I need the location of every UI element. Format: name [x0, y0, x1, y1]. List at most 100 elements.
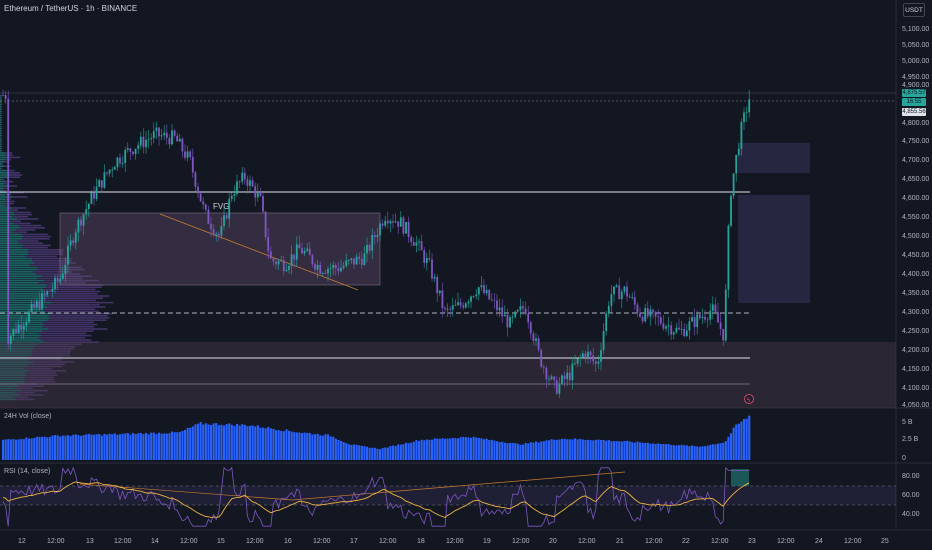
volume-profile-bar-up — [0, 97, 1, 99]
volume-bar — [389, 446, 392, 460]
candle-body — [665, 326, 667, 329]
volume-bar — [246, 426, 249, 460]
last-price-tag: 4,875.57 — [902, 89, 926, 97]
volume-bar — [308, 433, 311, 460]
volume-profile-bar-down — [29, 264, 65, 266]
candle-body — [688, 321, 691, 331]
time-axis[interactable]: 12 12:00 13 12:00 14 12:00 15 12:00 16 1… — [18, 538, 889, 545]
volume-bar — [748, 415, 751, 460]
volume-bar — [537, 442, 540, 460]
candle-body — [204, 204, 207, 210]
candle-body — [425, 257, 428, 263]
candle-body — [158, 127, 160, 137]
volume-profile-bar-up — [0, 312, 51, 315]
volume-bar — [134, 434, 137, 460]
volume-profile-bar-down — [1, 163, 4, 165]
volume-profile-bar-up — [0, 284, 47, 286]
candle-body — [657, 316, 660, 318]
volume-profile-bar-down — [9, 176, 21, 178]
candle-body — [137, 145, 140, 149]
price-axis[interactable]: 5,100.00 5,050.00 5,000.00 4,950.00 4,90… — [902, 26, 929, 409]
candle-body — [121, 163, 124, 164]
candle-body — [324, 272, 327, 274]
volume-profile-bar-down — [27, 365, 62, 368]
candle-body — [306, 248, 309, 251]
symbol-title[interactable]: Ethereum / TetherUS · 1h · BINANCE — [4, 4, 138, 13]
candle-body — [600, 350, 602, 362]
candle-body — [444, 308, 446, 310]
candle-body — [119, 157, 121, 164]
volume-profile-bar-up — [0, 363, 30, 365]
volume-bar — [106, 434, 109, 460]
candle-body — [267, 237, 270, 252]
candle-body — [51, 288, 54, 292]
candle-body — [35, 301, 38, 308]
volume-profile-bar-up — [0, 348, 34, 350]
candle-body — [511, 316, 514, 318]
volume-profile-bar-up — [0, 139, 1, 141]
volume-bar — [639, 442, 642, 460]
candle-body — [594, 361, 597, 364]
time-tick: 15 — [217, 538, 225, 545]
volume-bar — [236, 423, 239, 460]
candle-body — [113, 167, 116, 170]
candle-body — [316, 264, 319, 270]
candle-body — [485, 289, 488, 294]
volume-profile-bar-up — [0, 273, 37, 275]
volume-profile-bar-down — [0, 136, 2, 139]
volume-profile-bar-down — [28, 359, 63, 361]
volume-bar — [93, 434, 96, 460]
volume-bar — [698, 446, 701, 460]
candle-body — [72, 240, 75, 243]
volume-bar — [254, 426, 257, 460]
candle-body — [451, 305, 454, 310]
volume-profile-bar-up — [0, 387, 15, 390]
volume-bar — [142, 434, 145, 460]
volume-profile-bar-up — [0, 194, 6, 196]
flash-icon[interactable] — [744, 394, 754, 404]
volume-profile-bar-down — [0, 125, 2, 128]
volume-profile-bar-down — [50, 312, 114, 315]
volume-profile-bar-down — [21, 246, 48, 249]
volume-bar — [514, 443, 517, 460]
volume-bar — [410, 442, 413, 460]
volume-bar — [35, 436, 38, 460]
volume-bar — [288, 430, 291, 460]
volume-profile-bar-up — [0, 185, 8, 187]
rsi-tick: 60.00 — [902, 492, 920, 499]
volume-profile-bar-down — [0, 132, 2, 134]
currency-button[interactable]: USDT — [903, 3, 925, 17]
volume-bar — [95, 434, 98, 460]
candle-body — [46, 291, 49, 295]
volume-bar — [667, 444, 670, 460]
candle-body — [28, 311, 30, 322]
volume-profile-bar-down — [24, 381, 56, 383]
volume-bar — [321, 435, 324, 460]
candle-body — [698, 314, 701, 319]
candle-body — [579, 357, 582, 359]
candle-body — [132, 151, 134, 154]
volume-bar — [693, 446, 696, 460]
rsi-pane-title[interactable]: RSI (14, close) — [4, 468, 51, 475]
volume-bar — [262, 427, 265, 460]
volume-bar — [116, 434, 119, 460]
volume-profile-bar-up — [0, 238, 23, 240]
volume-bar — [342, 442, 345, 460]
candle-body — [732, 173, 735, 196]
volume-pane-title[interactable]: 24H Vol (close) — [4, 413, 52, 420]
volume-profile-bar-up — [0, 290, 45, 293]
candle-body — [358, 256, 361, 259]
volume-bar — [553, 439, 556, 460]
time-tick: 12 — [18, 538, 26, 545]
candle-body — [20, 324, 23, 330]
volume-bar — [691, 445, 694, 460]
volume-bar — [631, 442, 634, 460]
candle-body — [555, 380, 558, 394]
volume-bar — [522, 444, 525, 460]
volume-bar — [451, 437, 454, 460]
price-tick: 4,950.00 — [902, 74, 929, 81]
volume-profile-bar-up — [0, 227, 21, 229]
volume-profile-bar-down — [14, 387, 33, 390]
candle-body — [111, 169, 114, 171]
